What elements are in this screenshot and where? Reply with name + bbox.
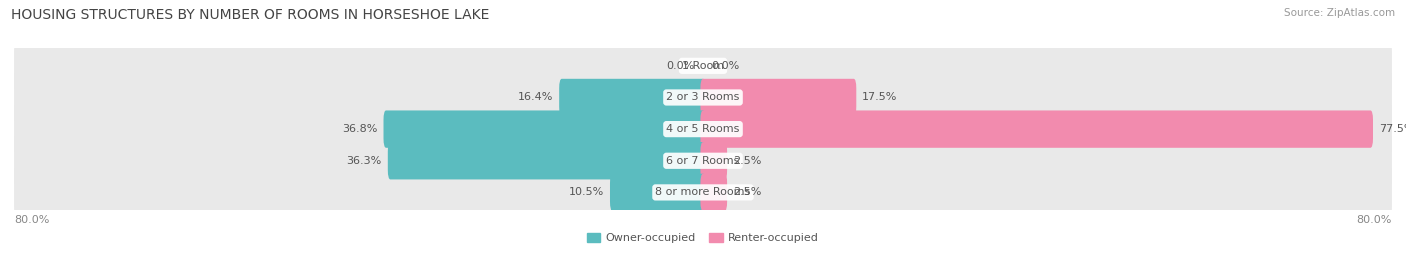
Text: HOUSING STRUCTURES BY NUMBER OF ROOMS IN HORSESHOE LAKE: HOUSING STRUCTURES BY NUMBER OF ROOMS IN… bbox=[11, 8, 489, 22]
Text: 6 or 7 Rooms: 6 or 7 Rooms bbox=[666, 156, 740, 166]
Text: 0.0%: 0.0% bbox=[711, 61, 740, 71]
FancyBboxPatch shape bbox=[14, 132, 1392, 190]
Text: 80.0%: 80.0% bbox=[1357, 215, 1392, 225]
FancyBboxPatch shape bbox=[14, 37, 1392, 95]
FancyBboxPatch shape bbox=[610, 174, 706, 211]
Text: 2.5%: 2.5% bbox=[733, 156, 762, 166]
Text: 1 Room: 1 Room bbox=[682, 61, 724, 71]
Text: 2 or 3 Rooms: 2 or 3 Rooms bbox=[666, 93, 740, 102]
FancyBboxPatch shape bbox=[700, 79, 856, 116]
Text: 80.0%: 80.0% bbox=[14, 215, 49, 225]
FancyBboxPatch shape bbox=[14, 164, 1392, 221]
FancyBboxPatch shape bbox=[384, 111, 706, 148]
Text: 17.5%: 17.5% bbox=[862, 93, 897, 102]
FancyBboxPatch shape bbox=[388, 142, 706, 179]
Text: 36.3%: 36.3% bbox=[346, 156, 382, 166]
FancyBboxPatch shape bbox=[700, 142, 727, 179]
FancyBboxPatch shape bbox=[560, 79, 706, 116]
FancyBboxPatch shape bbox=[700, 111, 1374, 148]
Text: 2.5%: 2.5% bbox=[733, 187, 762, 197]
Text: 77.5%: 77.5% bbox=[1379, 124, 1406, 134]
Text: 4 or 5 Rooms: 4 or 5 Rooms bbox=[666, 124, 740, 134]
Text: 36.8%: 36.8% bbox=[342, 124, 377, 134]
Text: Source: ZipAtlas.com: Source: ZipAtlas.com bbox=[1284, 8, 1395, 18]
Text: 10.5%: 10.5% bbox=[568, 187, 605, 197]
Text: 8 or more Rooms: 8 or more Rooms bbox=[655, 187, 751, 197]
Text: 0.0%: 0.0% bbox=[666, 61, 695, 71]
FancyBboxPatch shape bbox=[14, 69, 1392, 126]
FancyBboxPatch shape bbox=[14, 100, 1392, 158]
FancyBboxPatch shape bbox=[700, 174, 727, 211]
Text: 16.4%: 16.4% bbox=[517, 93, 553, 102]
Legend: Owner-occupied, Renter-occupied: Owner-occupied, Renter-occupied bbox=[582, 228, 824, 248]
